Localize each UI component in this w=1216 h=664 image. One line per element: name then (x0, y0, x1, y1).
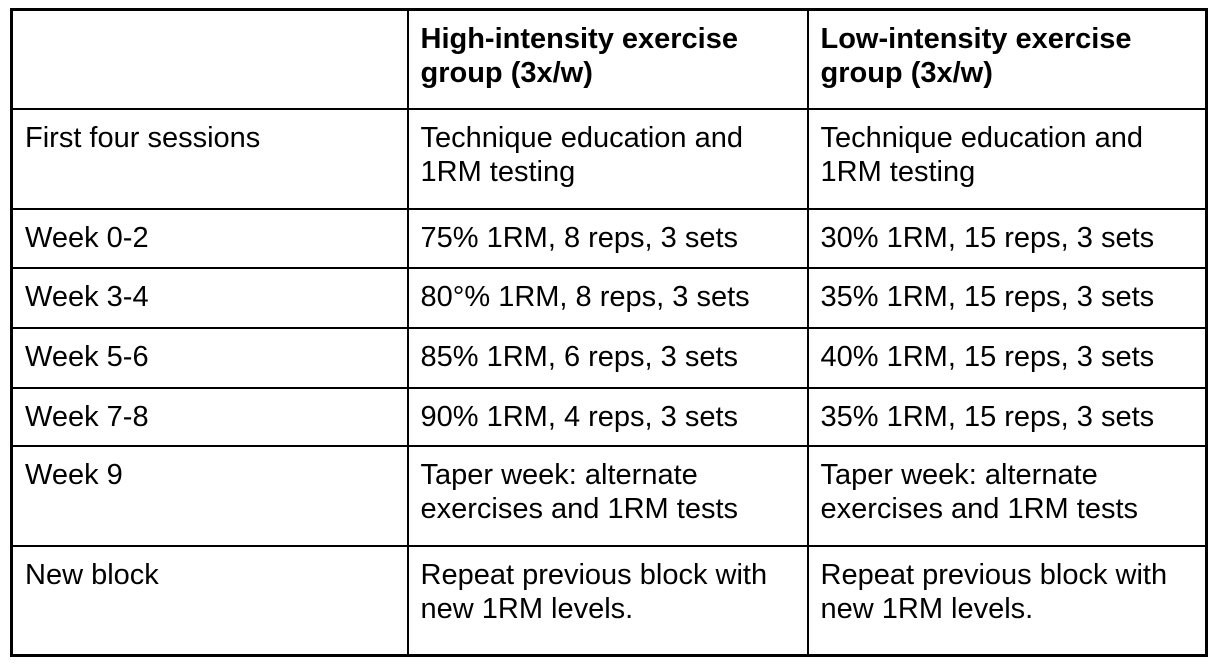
cell-new-block-high: Repeat previous block with new 1RM level… (406, 544, 809, 657)
cell-week-3-4-high: 80°% 1RM, 8 reps, 3 sets (406, 266, 809, 329)
table-row-week-7-8: Week 7-8 90% 1RM, 4 reps, 3 sets 35% 1RM… (10, 386, 1208, 447)
table-row-week-9: Week 9 Taper week: alternate exercises a… (10, 444, 1208, 547)
table-row-first-four-sessions: First four sessions Technique education … (10, 107, 1208, 210)
cell-first-four-sessions-high: Technique education and 1RM testing (406, 107, 809, 210)
cell-week-7-8-high: 90% 1RM, 4 reps, 3 sets (406, 386, 809, 447)
cell-week-3-4-low: 35% 1RM, 15 reps, 3 sets (806, 266, 1208, 329)
exercise-program-table: High-intensity exercise group (3x/w) Low… (10, 8, 1208, 657)
row-label-week-5-6: Week 5-6 (10, 326, 409, 389)
cell-week-5-6-low: 40% 1RM, 15 reps, 3 sets (806, 326, 1208, 389)
header-row: High-intensity exercise group (3x/w) Low… (10, 8, 1208, 110)
row-label-week-3-4: Week 3-4 (10, 266, 409, 329)
header-cell-empty (10, 8, 409, 110)
table-row-week-3-4: Week 3-4 80°% 1RM, 8 reps, 3 sets 35% 1R… (10, 266, 1208, 329)
row-label-week-7-8: Week 7-8 (10, 386, 409, 447)
cell-first-four-sessions-low: Technique education and 1RM testing (806, 107, 1208, 210)
table-row-week-5-6: Week 5-6 85% 1RM, 6 reps, 3 sets 40% 1RM… (10, 326, 1208, 389)
cell-week-0-2-high: 75% 1RM, 8 reps, 3 sets (406, 207, 809, 269)
row-label-week-9: Week 9 (10, 444, 409, 547)
table-row-week-0-2: Week 0-2 75% 1RM, 8 reps, 3 sets 30% 1RM… (10, 207, 1208, 269)
row-label-first-four-sessions: First four sessions (10, 107, 409, 210)
cell-week-5-6-high: 85% 1RM, 6 reps, 3 sets (406, 326, 809, 389)
cell-new-block-low: Repeat previous block with new 1RM level… (806, 544, 1208, 657)
cell-week-9-low: Taper week: alternate exercises and 1RM … (806, 444, 1208, 547)
cell-week-7-8-low: 35% 1RM, 15 reps, 3 sets (806, 386, 1208, 447)
row-label-new-block: New block (10, 544, 409, 657)
header-cell-low-intensity-group: Low-intensity exercise group (3x/w) (806, 8, 1208, 110)
cell-week-0-2-low: 30% 1RM, 15 reps, 3 sets (806, 207, 1208, 269)
row-label-week-0-2: Week 0-2 (10, 207, 409, 269)
table-row-new-block: New block Repeat previous block with new… (10, 544, 1208, 657)
header-cell-high-intensity-group: High-intensity exercise group (3x/w) (406, 8, 809, 110)
cell-week-9-high: Taper week: alternate exercises and 1RM … (406, 444, 809, 547)
